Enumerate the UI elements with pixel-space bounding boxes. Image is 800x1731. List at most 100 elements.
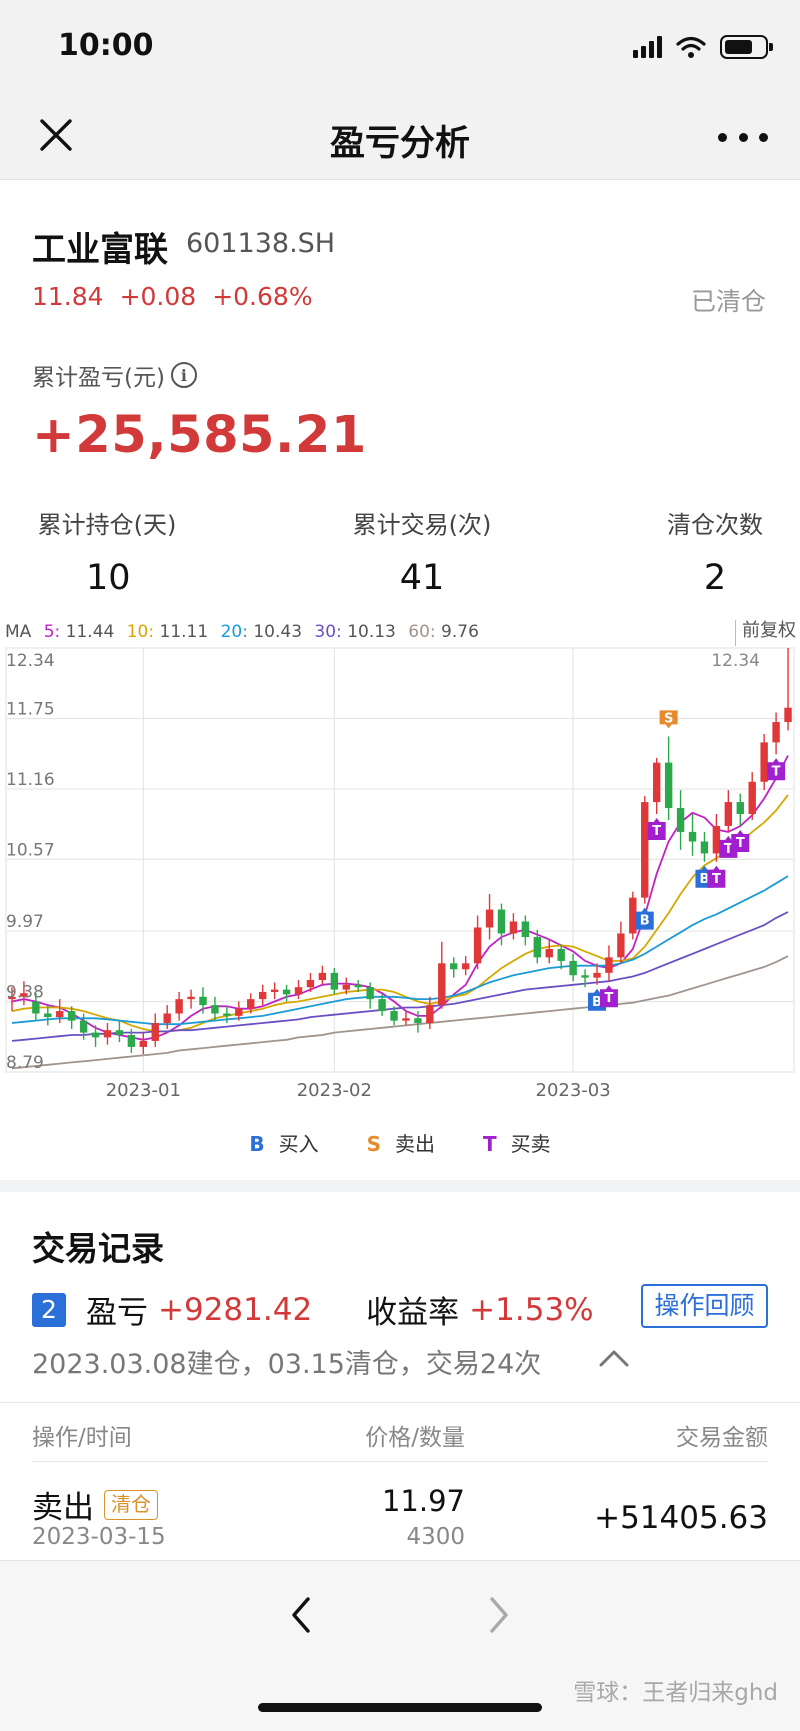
candle [282, 984, 291, 1002]
ma10-legend: 10: 11.11 [126, 622, 209, 642]
x-tick-label: 2023-01 [106, 1080, 181, 1100]
trade-quantity: 4300 [406, 1524, 465, 1550]
stock-name: 工业富联 [32, 230, 168, 270]
stat-trade-count: 累计交易(次) 41 [336, 505, 508, 598]
trade-marker-B: B [635, 907, 654, 930]
return-value: +1.53% [469, 1291, 594, 1328]
candle [199, 987, 207, 1014]
candle [617, 921, 625, 964]
candle [306, 972, 315, 992]
ma30-legend: 30: 10.13 [314, 622, 396, 642]
candle [605, 945, 613, 982]
candle [509, 913, 518, 940]
signal-icon [633, 36, 662, 58]
ma-legend: MA 5: 11.44 10: 11.11 20: 10.43 30: 10.1… [5, 622, 486, 642]
record-header: 2 盈亏 +9281.42 收益率 +1.53% [32, 1287, 594, 1332]
cumulative-pnl-value: +25,585.21 [32, 406, 367, 465]
candle [223, 1006, 231, 1024]
candle [247, 993, 255, 1014]
x-tick-label: 2023-02 [297, 1080, 372, 1100]
ma5-line [11, 755, 789, 1041]
candle [557, 944, 565, 970]
candle [32, 993, 40, 1021]
candle [629, 891, 637, 940]
trade-marker-T: T [599, 985, 618, 1008]
candle [497, 903, 506, 946]
candlestick-chart[interactable]: BTBTSBTTTTS 12.3411.7511.1610.579.979.38… [0, 640, 800, 1100]
svg-text:T: T [736, 836, 745, 851]
candle [175, 991, 183, 1021]
stat-label: 清仓次数 [667, 511, 763, 539]
svg-text:T: T [772, 764, 781, 779]
candle [235, 1001, 243, 1021]
stock-price: 11.84 [32, 282, 104, 311]
candle [450, 957, 458, 978]
divider [0, 1402, 800, 1403]
review-button[interactable]: 操作回顾 [641, 1284, 768, 1328]
info-icon[interactable]: i [170, 362, 197, 388]
candle [91, 1025, 100, 1047]
y-tick-label: 11.75 [6, 699, 55, 719]
ma30-line [11, 911, 789, 1042]
record-summary: 2023.03.08建仓，03.15清仓，交易24次 [32, 1349, 542, 1380]
candle [56, 999, 64, 1024]
cleared-badge: 清仓 [104, 1489, 158, 1520]
status-time: 10:00 [58, 28, 154, 63]
chevron-up-icon[interactable] [598, 1346, 630, 1370]
candle [378, 994, 386, 1016]
stat-value: 41 [399, 558, 445, 598]
stat-label: 累计持仓(天) [37, 511, 177, 539]
candle [772, 712, 780, 755]
candle [664, 736, 673, 820]
table-row-action: 卖出 清仓 [32, 1482, 158, 1527]
candle [67, 1006, 76, 1030]
candle [712, 814, 721, 862]
trade-marker-T: T [767, 758, 786, 781]
candle [414, 1011, 422, 1033]
more-icon[interactable] [718, 123, 768, 151]
candle [79, 1013, 88, 1040]
y-tick-label: 8.79 [6, 1053, 44, 1073]
legend-buy: B 买入 [249, 1132, 319, 1156]
ma10-line [11, 794, 789, 1033]
close-icon[interactable] [34, 113, 78, 157]
home-indicator[interactable] [258, 1703, 542, 1712]
y-tick-label: 12.34 [6, 651, 55, 671]
position-status: 已清仓 [690, 287, 766, 316]
status-bar: 10:00 [0, 0, 800, 95]
legend-sell: S 卖出 [366, 1132, 435, 1156]
candle [652, 757, 661, 815]
legend-trade: T 买卖 [483, 1132, 551, 1156]
candle [390, 1006, 398, 1026]
candle [139, 1032, 148, 1055]
forward-arrow-icon[interactable] [484, 1593, 514, 1637]
trade-marker-T: T [731, 829, 750, 852]
candle [593, 963, 601, 985]
candle [8, 987, 16, 1012]
trade-type-legend: B 买入 S 卖出 T 买卖 [0, 1128, 800, 1157]
stock-code: 601138.SH [186, 228, 336, 259]
page-title: 盈亏分析 [329, 124, 470, 164]
max-price-label: 12.34 [711, 651, 760, 671]
candle [115, 1020, 124, 1043]
candle [151, 1013, 159, 1047]
return-label: 收益率 [366, 1295, 460, 1331]
candle [438, 941, 446, 1009]
candle [784, 648, 792, 731]
svg-text:T: T [605, 991, 614, 1006]
ma60-line [11, 955, 789, 1070]
candle [461, 956, 470, 976]
candle [330, 968, 339, 995]
pnl-label: 盈亏 [86, 1295, 148, 1331]
candle [187, 989, 195, 1009]
svg-text:T: T [724, 842, 733, 857]
adjustment-toggle[interactable]: 前复权 [735, 620, 796, 646]
candle [163, 1005, 171, 1030]
stat-holding-days: 累计持仓(天) 10 [32, 505, 182, 598]
svg-text:T: T [712, 872, 721, 887]
svg-text:T: T [652, 824, 661, 839]
back-arrow-icon[interactable] [286, 1593, 316, 1637]
candle [581, 969, 589, 988]
candle [402, 1011, 410, 1026]
candle [342, 977, 350, 995]
